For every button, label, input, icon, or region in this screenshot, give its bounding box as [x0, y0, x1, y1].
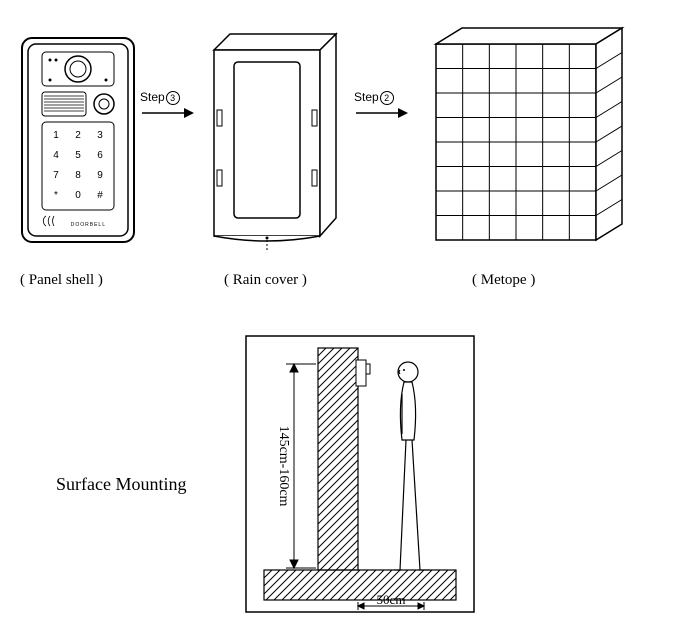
svg-text:0: 0 [75, 190, 81, 201]
rain-cover-caption: ( Rain cover ) [224, 272, 307, 289]
svg-text:2: 2 [75, 130, 81, 141]
svg-text:DOORBELL: DOORBELL [71, 222, 106, 228]
arrow-step3: Step3 [140, 90, 210, 130]
width-label: 50cm [377, 592, 406, 607]
metope-diagram [432, 26, 632, 246]
svg-text:9: 9 [97, 170, 103, 181]
surface-mounting-title: Surface Mounting [56, 474, 186, 495]
metope-caption: ( Metope ) [472, 272, 535, 289]
rain-cover-diagram [210, 30, 340, 254]
surface-mounting-diagram: 145cm-160cm 50cm [244, 334, 476, 614]
step2-label: Step [354, 90, 379, 104]
panel-shell-caption: ( Panel shell ) [20, 272, 103, 289]
svg-text:8: 8 [75, 170, 81, 181]
svg-text:4: 4 [53, 150, 59, 161]
svg-text:3: 3 [97, 130, 103, 141]
svg-text:7: 7 [53, 170, 59, 181]
svg-text:#: # [97, 190, 103, 201]
svg-text:1: 1 [53, 130, 59, 141]
step3-num: 3 [166, 91, 180, 105]
step2-num: 2 [380, 91, 394, 105]
svg-text:*: * [54, 190, 58, 201]
arrow-step2: Step2 [354, 90, 424, 130]
svg-text:6: 6 [97, 150, 103, 161]
height-label: 145cm-160cm [276, 426, 291, 507]
panel-shell-diagram: 1 2 3 4 5 6 7 8 9 * 0 # DOORBELL [20, 36, 136, 246]
svg-text:5: 5 [75, 150, 81, 161]
step3-label: Step [140, 90, 165, 104]
